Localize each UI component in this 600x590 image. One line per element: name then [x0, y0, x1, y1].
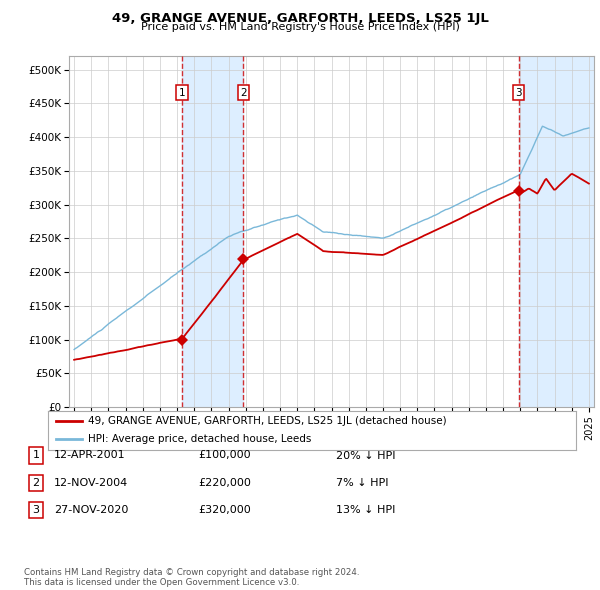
Text: 12-APR-2001: 12-APR-2001: [54, 451, 125, 460]
Bar: [518, 56, 594, 407]
Bar: [182, 56, 244, 407]
Text: 20% ↓ HPI: 20% ↓ HPI: [336, 451, 395, 460]
Text: 3: 3: [515, 87, 522, 97]
Text: 7% ↓ HPI: 7% ↓ HPI: [336, 478, 389, 487]
Text: 1: 1: [32, 451, 40, 460]
Text: £220,000: £220,000: [198, 478, 251, 487]
Text: 2: 2: [32, 478, 40, 487]
Text: 2: 2: [240, 87, 247, 97]
Text: 3: 3: [32, 505, 40, 514]
Text: Contains HM Land Registry data © Crown copyright and database right 2024.
This d: Contains HM Land Registry data © Crown c…: [24, 568, 359, 587]
Text: 1: 1: [178, 87, 185, 97]
Text: 49, GRANGE AVENUE, GARFORTH, LEEDS, LS25 1JL (detached house): 49, GRANGE AVENUE, GARFORTH, LEEDS, LS25…: [88, 416, 446, 426]
Text: HPI: Average price, detached house, Leeds: HPI: Average price, detached house, Leed…: [88, 434, 311, 444]
Text: 13% ↓ HPI: 13% ↓ HPI: [336, 505, 395, 514]
Text: 12-NOV-2004: 12-NOV-2004: [54, 478, 128, 487]
Text: 49, GRANGE AVENUE, GARFORTH, LEEDS, LS25 1JL: 49, GRANGE AVENUE, GARFORTH, LEEDS, LS25…: [112, 12, 488, 25]
Text: Price paid vs. HM Land Registry's House Price Index (HPI): Price paid vs. HM Land Registry's House …: [140, 22, 460, 32]
Text: £320,000: £320,000: [198, 505, 251, 514]
Text: £100,000: £100,000: [198, 451, 251, 460]
Text: 27-NOV-2020: 27-NOV-2020: [54, 505, 128, 514]
